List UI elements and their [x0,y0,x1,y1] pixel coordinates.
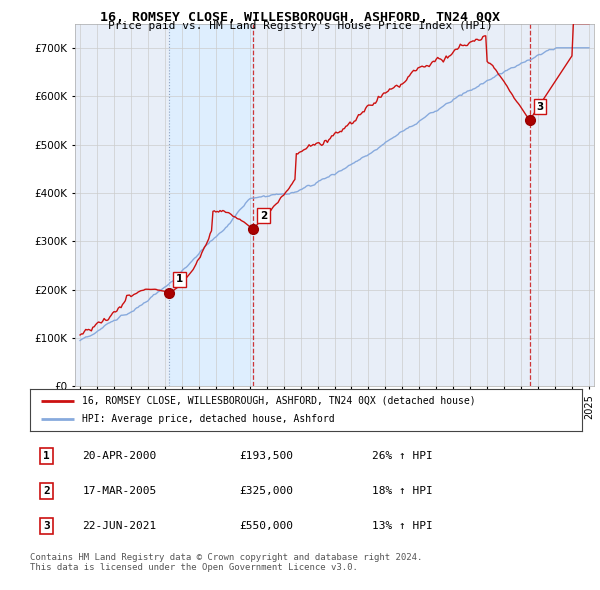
Text: 1: 1 [43,451,50,461]
Text: 3: 3 [536,101,544,112]
Bar [169,24,253,386]
Text: 20-APR-2000: 20-APR-2000 [82,451,157,461]
Text: £193,500: £193,500 [240,451,294,461]
Text: £550,000: £550,000 [240,521,294,531]
Text: 26% ↑ HPI: 26% ↑ HPI [372,451,433,461]
Text: Contains HM Land Registry data © Crown copyright and database right 2024.: Contains HM Land Registry data © Crown c… [30,553,422,562]
Text: 16, ROMSEY CLOSE, WILLESBOROUGH, ASHFORD, TN24 0QX: 16, ROMSEY CLOSE, WILLESBOROUGH, ASHFORD… [100,11,500,24]
Text: Price paid vs. HM Land Registry's House Price Index (HPI): Price paid vs. HM Land Registry's House … [107,21,493,31]
Text: 22-JUN-2021: 22-JUN-2021 [82,521,157,531]
Text: 3: 3 [43,521,50,531]
Text: £325,000: £325,000 [240,486,294,496]
Text: 2: 2 [43,486,50,496]
Text: HPI: Average price, detached house, Ashford: HPI: Average price, detached house, Ashf… [82,414,335,424]
Text: 18% ↑ HPI: 18% ↑ HPI [372,486,433,496]
Text: 1: 1 [176,274,183,284]
Text: 2: 2 [260,211,267,221]
Text: This data is licensed under the Open Government Licence v3.0.: This data is licensed under the Open Gov… [30,563,358,572]
Text: 16, ROMSEY CLOSE, WILLESBOROUGH, ASHFORD, TN24 0QX (detached house): 16, ROMSEY CLOSE, WILLESBOROUGH, ASHFORD… [82,396,476,406]
Text: 13% ↑ HPI: 13% ↑ HPI [372,521,433,531]
Text: 17-MAR-2005: 17-MAR-2005 [82,486,157,496]
